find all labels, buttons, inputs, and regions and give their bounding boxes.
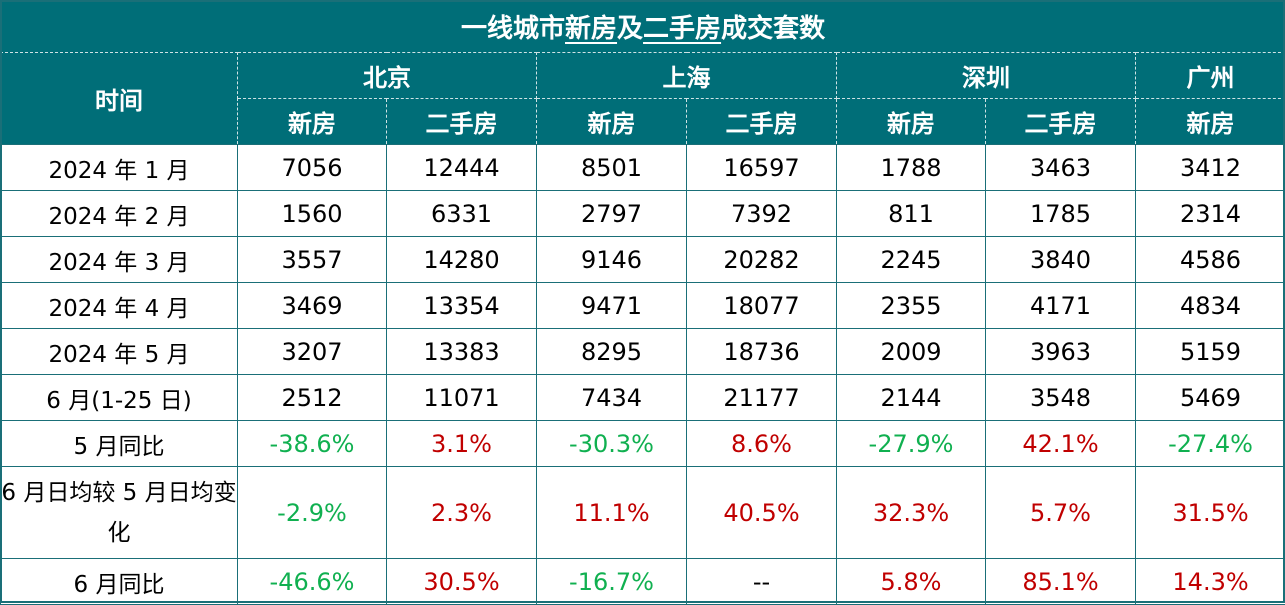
table-row: 5 月同比-38.6%3.1%-30.3%8.6%-27.9%42.1%-27.… [1, 421, 1285, 467]
table-cell: 2245 [837, 237, 986, 283]
table-cell: 2144 [837, 375, 986, 421]
table-cell: 20282 [687, 237, 837, 283]
row-label: 6 月(1-25 日) [1, 375, 238, 421]
table-cell: -27.4% [1136, 421, 1285, 467]
table-cell: 5159 [1136, 329, 1285, 375]
table-cell: 16597 [687, 145, 837, 191]
table-cell: 9146 [537, 237, 687, 283]
table-cell: 2512 [238, 375, 387, 421]
table-cell: 2314 [1136, 191, 1285, 237]
table-cell: 14.3% [1136, 559, 1285, 605]
header-city-guangzhou: 广州 [1136, 53, 1285, 99]
header-time: 时间 [1, 53, 238, 145]
row-label: 2024 年 4 月 [1, 283, 238, 329]
table-cell: 13383 [387, 329, 537, 375]
table-cell: 21177 [687, 375, 837, 421]
header-type: 新房 [837, 99, 986, 145]
table-cell: 32.3% [837, 467, 986, 559]
table-cell: 3469 [238, 283, 387, 329]
table-cell: 7392 [687, 191, 837, 237]
row-label: 6 月同比 [1, 559, 238, 605]
table-cell: 3963 [986, 329, 1136, 375]
table-cell: 8295 [537, 329, 687, 375]
table-cell: 5469 [1136, 375, 1285, 421]
table-cell: 3412 [1136, 145, 1285, 191]
table-cell: 8501 [537, 145, 687, 191]
table-cell: 11.1% [537, 467, 687, 559]
table-cell: -30.3% [537, 421, 687, 467]
table-cell: 18077 [687, 283, 837, 329]
table-cell: 4834 [1136, 283, 1285, 329]
table-cell: 5.7% [986, 467, 1136, 559]
row-label: 2024 年 3 月 [1, 237, 238, 283]
table-cell: 3.1% [387, 421, 537, 467]
table-cell: -16.7% [537, 559, 687, 605]
table-cell: 9471 [537, 283, 687, 329]
table-cell: 7056 [238, 145, 387, 191]
table-cell: 2009 [837, 329, 986, 375]
table-row: 6 月日均较 5 月日均变化-2.9%2.3%11.1%40.5%32.3%5.… [1, 467, 1285, 559]
table-cell: 3463 [986, 145, 1136, 191]
table-cell: -- [687, 559, 837, 605]
table-cell: 3840 [986, 237, 1136, 283]
row-label: 5 月同比 [1, 421, 238, 467]
table-cell: 3207 [238, 329, 387, 375]
table-cell: 4171 [986, 283, 1136, 329]
row-label: 2024 年 1 月 [1, 145, 238, 191]
table-cell: 7434 [537, 375, 687, 421]
table-cell: 14280 [387, 237, 537, 283]
header-type: 新房 [537, 99, 687, 145]
header-type: 二手房 [986, 99, 1136, 145]
table-cell: 31.5% [1136, 467, 1285, 559]
table-cell: -38.6% [238, 421, 387, 467]
table-row: 6 月同比-46.6%30.5%-16.7%--5.8%85.1%14.3% [1, 559, 1285, 605]
table-cell: 1788 [837, 145, 986, 191]
table-cell: 85.1% [986, 559, 1136, 605]
table-cell: 5.8% [837, 559, 986, 605]
table-title: 一线城市新房及二手房成交套数 [1, 0, 1285, 53]
table-cell: 42.1% [986, 421, 1136, 467]
table-cell: 11071 [387, 375, 537, 421]
row-label: 6 月日均较 5 月日均变化 [1, 467, 238, 559]
table-cell: 12444 [387, 145, 537, 191]
table-cell: 13354 [387, 283, 537, 329]
table-cell: 2355 [837, 283, 986, 329]
header-type: 新房 [238, 99, 387, 145]
table-cell: -2.9% [238, 467, 387, 559]
header-type: 二手房 [387, 99, 537, 145]
table-cell: 3548 [986, 375, 1136, 421]
table-cell: 6331 [387, 191, 537, 237]
table-cell: 4586 [1136, 237, 1285, 283]
table-cell: 1560 [238, 191, 387, 237]
table-cell: 8.6% [687, 421, 837, 467]
header-city-shenzhen: 深圳 [837, 53, 1136, 99]
header-city-shanghai: 上海 [537, 53, 837, 99]
table-cell: -27.9% [837, 421, 986, 467]
table-cell: 18736 [687, 329, 837, 375]
table-cell: 2.3% [387, 467, 537, 559]
table-cell: 40.5% [687, 467, 837, 559]
table-cell: 3557 [238, 237, 387, 283]
row-label: 2024 年 2 月 [1, 191, 238, 237]
table-cell: -46.6% [238, 559, 387, 605]
table-cell: 2797 [537, 191, 687, 237]
table-cell: 30.5% [387, 559, 537, 605]
header-type: 新房 [1136, 99, 1285, 145]
row-label: 2024 年 5 月 [1, 329, 238, 375]
header-type: 二手房 [687, 99, 837, 145]
header-city-beijing: 北京 [238, 53, 537, 99]
table-cell: 1785 [986, 191, 1136, 237]
table-cell: 811 [837, 191, 986, 237]
